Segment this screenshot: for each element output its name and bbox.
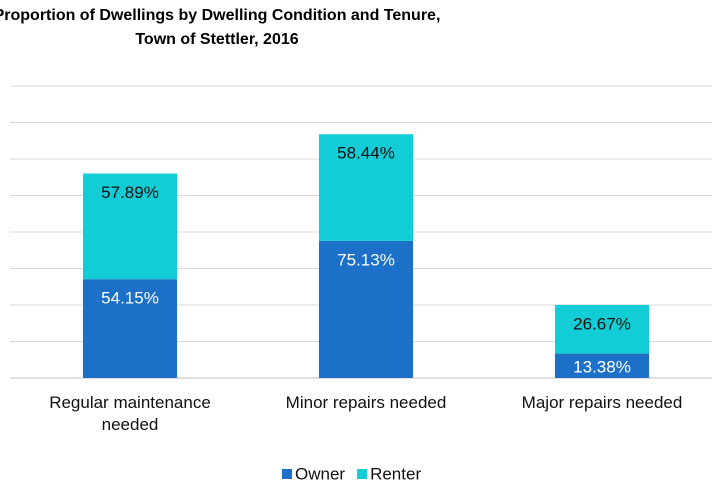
x-tick-label: Regular maintenance needed — [49, 393, 211, 434]
x-tick-label: Minor repairs needed — [285, 393, 447, 412]
bar-segment — [319, 134, 413, 241]
bar-segment — [555, 304, 649, 354]
data-label: 54.15% — [101, 289, 159, 308]
legend-label: Renter — [370, 464, 421, 483]
bar-segment — [555, 353, 649, 378]
legend-label: Owner — [295, 464, 345, 483]
legend-swatch — [357, 469, 368, 479]
chart-title: Town of Stettler, 2016 — [135, 31, 298, 48]
chart-title: Proportion of Dwellings by Dwelling Cond… — [0, 7, 440, 24]
data-label: 58.44% — [337, 144, 395, 163]
data-label: 13.38% — [573, 357, 631, 376]
bar-segment — [83, 279, 177, 378]
legend-swatch — [282, 469, 292, 479]
bar-segment — [319, 240, 413, 378]
data-label: 57.89% — [101, 183, 159, 202]
bar-segment — [83, 173, 177, 280]
data-label: 75.13% — [337, 250, 395, 269]
x-tick-label: Major repairs needed — [521, 393, 683, 412]
data-label: 26.67% — [573, 314, 631, 333]
